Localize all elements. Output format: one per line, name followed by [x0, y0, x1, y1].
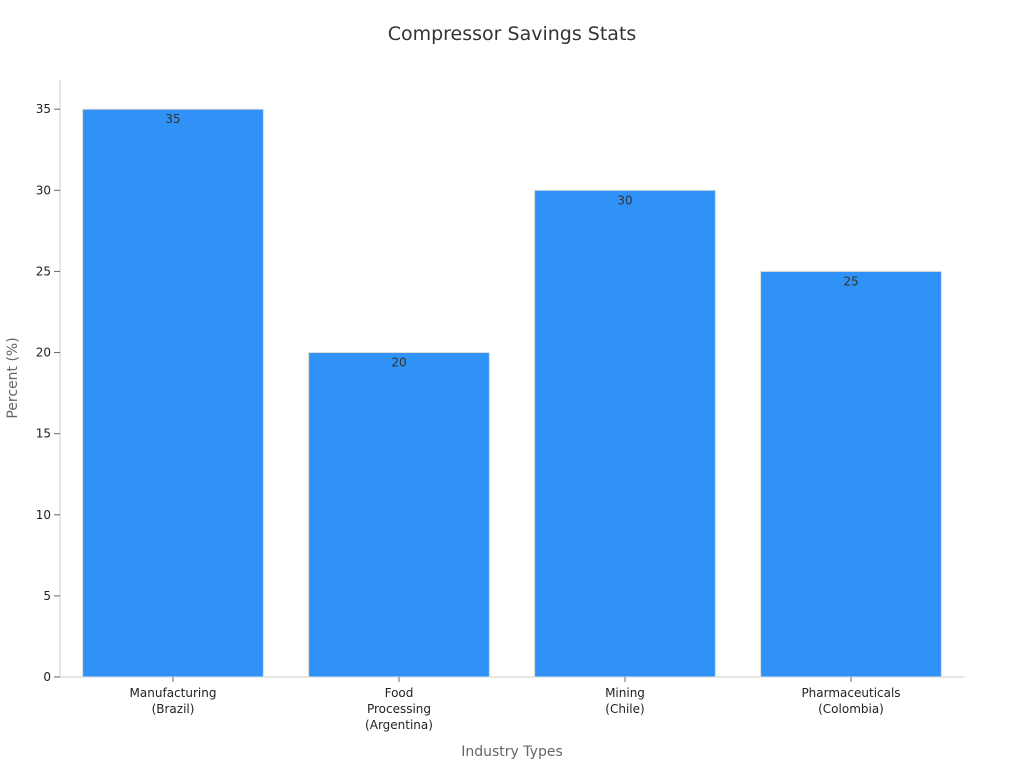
- x-tick-label: Pharmaceuticals (Colombia): [801, 686, 900, 716]
- y-tick-label: 20: [36, 346, 51, 360]
- bar[interactable]: [82, 108, 264, 678]
- y-tick-label: 25: [36, 264, 51, 278]
- x-tick-label-line: Mining: [605, 686, 645, 700]
- x-tick-label-line: (Argentina): [365, 718, 433, 732]
- x-tick-label-line: Processing: [367, 702, 431, 716]
- x-tick-label-line: Manufacturing: [130, 686, 217, 700]
- y-tick-label: 15: [36, 427, 51, 441]
- x-tick-label-line: Food: [385, 686, 414, 700]
- x-tick-label-line: (Chile): [605, 702, 644, 716]
- x-axis-title: Industry Types: [461, 744, 563, 760]
- data-label: 30: [617, 193, 632, 207]
- chart-title: Compressor Savings Stats: [388, 23, 637, 45]
- x-tick-label: Food Processing (Argentina): [365, 686, 433, 732]
- y-tick-label: 10: [36, 508, 51, 522]
- bar[interactable]: [534, 189, 716, 678]
- bar[interactable]: [760, 270, 942, 678]
- data-label: 35: [165, 112, 180, 126]
- data-label: 20: [391, 356, 406, 370]
- x-tick-label: Manufacturing (Brazil): [130, 686, 217, 716]
- x-tick-label-line: Pharmaceuticals: [801, 686, 900, 700]
- y-tick-label: 0: [43, 670, 51, 684]
- plot-area: 0 5 10 15 20 25 30 35 35 Manufacturing (Brazil) 20 F…: [36, 80, 964, 732]
- y-tick-label: 5: [43, 589, 51, 603]
- bar[interactable]: [308, 352, 490, 678]
- x-tick-label-line: (Colombia): [818, 702, 884, 716]
- data-label: 25: [843, 274, 858, 288]
- y-axis-title: Percent (%): [5, 337, 21, 418]
- x-tick-label: Mining (Chile): [605, 686, 645, 716]
- y-tick-label: 35: [36, 102, 51, 116]
- x-tick-label-line: (Brazil): [152, 702, 195, 716]
- y-tick-label: 30: [36, 183, 51, 197]
